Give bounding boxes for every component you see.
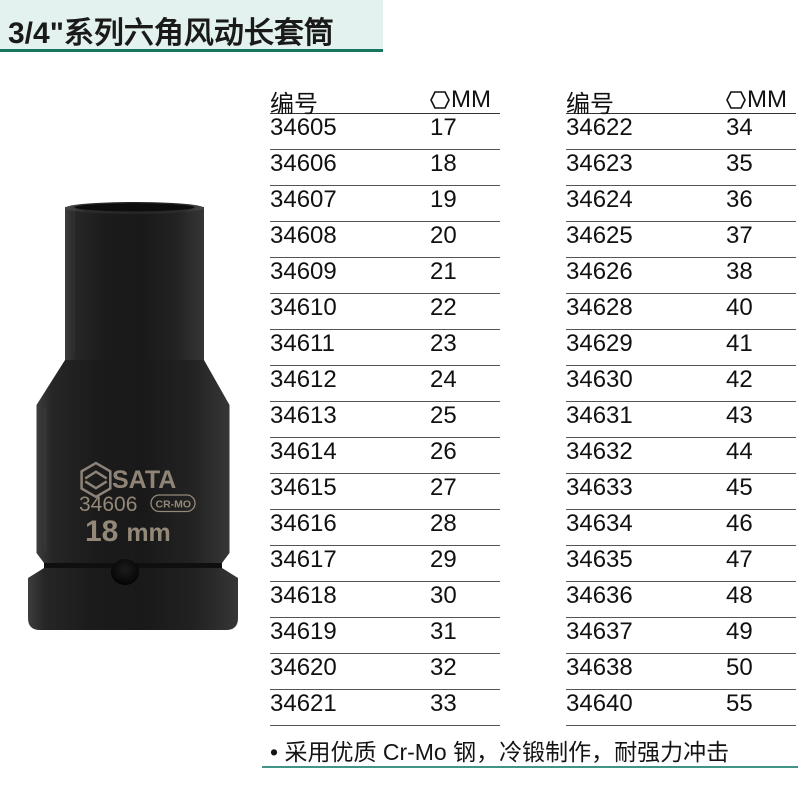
svg-text:18 mm: 18 mm <box>85 515 171 548</box>
svg-text:34606: 34606 <box>79 493 137 516</box>
svg-text:CR-MO: CR-MO <box>156 498 192 510</box>
svg-text:SATA: SATA <box>112 466 176 494</box>
